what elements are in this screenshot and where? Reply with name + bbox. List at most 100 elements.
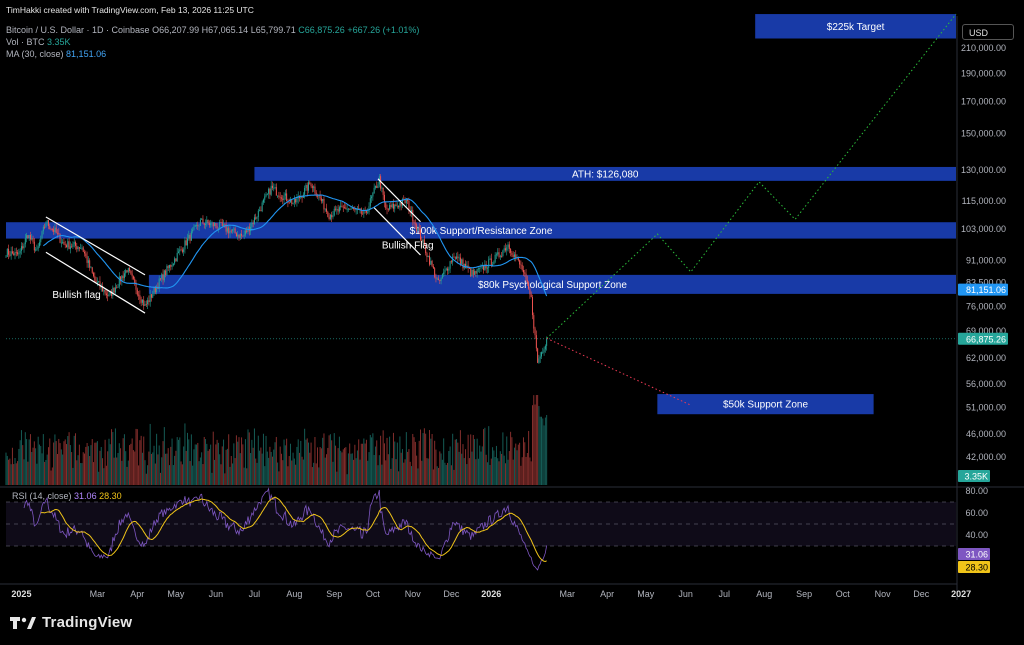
volume-bar [466,464,468,485]
y-tick-8: 83,500.00 [966,277,1006,287]
volume-bar [391,458,393,485]
candle [511,252,513,256]
rsi-label[interactable]: RSI (14, close) [12,491,72,501]
candle [9,254,11,256]
volume-bar [507,459,509,485]
candle [517,257,519,261]
rsi-label-1: 28.30 [958,561,990,573]
candle [246,230,248,233]
volume-bar [59,443,61,485]
candle [32,238,34,242]
y-tick-6: 103,000.00 [961,224,1006,234]
volume-bar [148,451,150,485]
x-tick-13: Apr [600,589,614,599]
candle [18,253,20,255]
candle [513,254,515,257]
ma-label[interactable]: MA (30, close) [6,49,64,59]
candle [13,253,15,256]
volume-bar [255,458,257,485]
volume-bar [376,440,378,485]
volume-bar [44,461,46,485]
volume-bar [67,436,69,485]
volume-bar [277,462,279,485]
candle [546,338,548,346]
candle [444,269,446,273]
volume-label[interactable]: Vol · BTC [6,37,45,47]
volume-bar [499,451,501,485]
candle [112,287,114,297]
currency-selector[interactable]: USD [962,24,1014,40]
candle [91,267,93,273]
volume-bar [392,432,394,485]
candle [5,256,7,258]
volume-bar [519,442,521,485]
candle [531,297,533,316]
volume-bar [23,459,25,485]
symbol-name[interactable]: Bitcoin / U.S. Dollar · 1D · Coinbase [6,25,150,35]
candle [369,198,371,207]
candle [474,271,476,275]
candle [318,195,320,197]
flag-lines [45,178,421,314]
candle [29,234,31,240]
zones: $225k Target ATH: $126,080 $100k Support/R… [6,14,957,415]
y-tick-1: 190,000.00 [961,68,1006,78]
volume-bar [471,451,473,485]
volume-bar [158,445,160,485]
volume-bar [431,434,433,485]
candle [239,233,241,238]
price-label-0-bg [958,283,1008,296]
volume-bar [410,466,412,485]
candle [530,294,532,298]
candle [381,187,383,189]
volume-bar [377,465,379,485]
candle [185,240,187,246]
volume-bar [223,439,225,485]
candle [266,193,268,195]
candle [355,209,357,211]
candle [235,233,237,237]
volume-bar [349,443,351,485]
volume-bar [194,444,196,485]
candle [359,208,361,210]
y-tick-9: 76,000.00 [966,301,1006,311]
volume-bar [313,462,315,485]
candle [22,246,24,249]
candle [109,291,111,294]
volume-bar [403,462,405,485]
candle [255,217,257,219]
candle [223,224,225,226]
candle [121,275,123,282]
volume-bar [465,449,467,485]
volume-bar [306,438,308,485]
candle [262,199,264,203]
volume-bar [103,468,105,485]
volume-bar [337,448,339,485]
candle [78,247,80,249]
volume-bar [371,437,373,485]
volume-bar [383,443,385,485]
candle [306,184,308,191]
volume-bar [291,460,293,485]
candle [118,276,120,287]
candle [440,278,442,282]
candle [75,242,77,246]
zone-3 [148,274,957,294]
volume-bar [38,444,40,485]
volume-bar [102,458,104,485]
volume-bar [112,432,114,485]
candle [265,194,267,197]
candle [521,265,523,271]
candle [289,199,291,203]
volume-bar [346,474,348,485]
candle [154,287,156,293]
candle [47,220,49,227]
volume-bar [196,444,198,485]
volume-bar [335,445,337,485]
volume-bar [490,458,492,485]
volume-bar [85,446,87,485]
volume-bar [368,452,370,485]
volume-bar [266,451,268,485]
volume-bar [389,436,391,485]
volume-bar [419,429,421,485]
